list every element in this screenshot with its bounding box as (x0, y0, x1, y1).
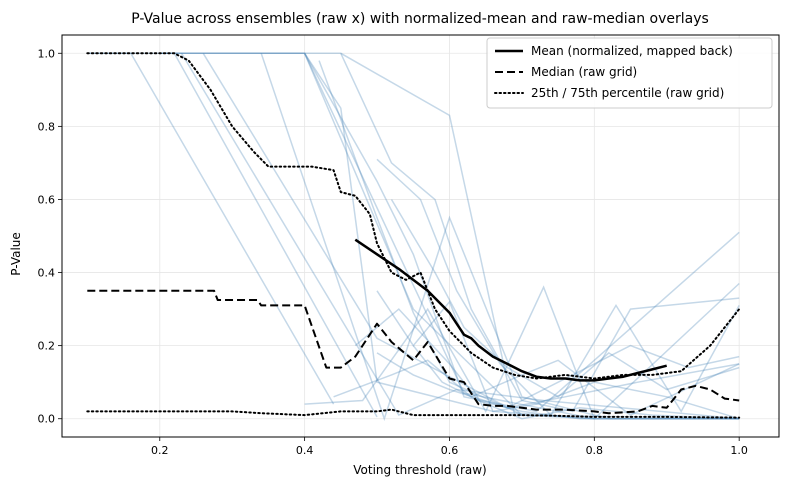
ensemble-line (303, 52, 740, 420)
ensemble-line (390, 199, 740, 398)
ensemble-line (304, 285, 740, 420)
ensemble-line (376, 344, 740, 409)
ensemble-line (318, 60, 740, 409)
y-tick-label: 0.8 (38, 120, 56, 133)
x-tick-label: 0.8 (586, 444, 604, 457)
ensemble-line (333, 359, 740, 416)
ensemble-line (340, 52, 740, 413)
y-tick-label: 0.2 (38, 340, 56, 353)
x-tick-label: 0.2 (151, 444, 169, 457)
x-tick-label: 1.0 (730, 444, 748, 457)
axis-ticks: 0.2 0.4 0.6 0.8 1.0 0.0 0.2 0.4 0.6 0.8 1.0 (38, 47, 748, 457)
y-tick-label: 0.6 (38, 193, 56, 206)
y-axis-label: P-Value (9, 232, 23, 276)
series-line-dotted (86, 408, 741, 419)
ensemble-line (412, 345, 740, 420)
x-tick-label: 0.6 (441, 444, 459, 457)
legend: Mean (normalized, mapped back) Median (ra… (486, 37, 773, 109)
series-line-dashed (87, 289, 740, 415)
legend-box (486, 37, 773, 109)
legend-label: Mean (normalized, mapped back) (531, 44, 733, 58)
x-tick-label: 0.4 (296, 444, 314, 457)
legend-label: Median (raw grid) (531, 65, 637, 79)
y-tick-label: 0.0 (38, 413, 56, 426)
plot-frame (61, 34, 780, 438)
ensemble-line (159, 52, 595, 420)
chart-title: P-Value across ensembles (raw x) with no… (131, 11, 709, 27)
series-line-dotted (86, 52, 741, 380)
ensemble-line (376, 158, 740, 417)
y-tick-label: 0.4 (38, 267, 56, 280)
overlay-lines (86, 52, 741, 419)
legend-label: 25th / 75th percentile (raw grid) (531, 86, 724, 100)
ensemble-line (354, 308, 740, 420)
ensemble-line (159, 52, 523, 416)
ensemble-line (180, 52, 740, 420)
ensemble-line (303, 52, 740, 413)
series-line-solid (354, 238, 668, 382)
ensemble-line (260, 53, 740, 422)
ensemble-lines (87, 52, 740, 422)
y-tick-label: 1.0 (38, 47, 56, 60)
x-axis-label: Voting threshold (raw) (353, 463, 487, 477)
